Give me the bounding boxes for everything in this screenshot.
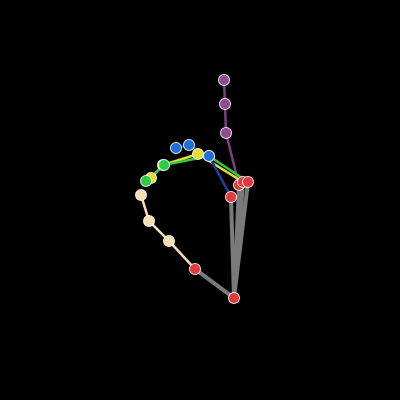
joint-middle-pip — [192, 148, 204, 160]
joint-ring-dip — [158, 159, 170, 171]
joint-index-pip — [220, 127, 232, 139]
joint-ring-mcp — [242, 176, 254, 188]
bone-index_mcp-to-index_pip — [224, 131, 241, 187]
bone-thumb_cmc-to-thumb_mcp — [167, 239, 197, 271]
joint-pinky-tip — [170, 142, 182, 154]
joint-index-dip — [219, 98, 231, 110]
joint-wrist — [228, 292, 240, 304]
bone-wrist-to-pinky_mcp — [229, 195, 236, 300]
bone-wrist-to-ring_mcp — [232, 180, 250, 300]
joint-thumb-tip — [135, 189, 147, 201]
joint-thumb-ip — [143, 215, 155, 227]
bone-pinky_mcp-to-pinky_pip — [207, 154, 233, 199]
joint-thumb-cmc — [189, 263, 201, 275]
bone-wrist-to-thumb_cmc — [193, 267, 236, 300]
joint-pinky-mcp — [225, 191, 237, 203]
joint-index-tip — [218, 74, 230, 86]
joint-pinky-pip — [203, 150, 215, 162]
joints-layer — [135, 74, 254, 304]
joint-pinky-dip — [183, 139, 195, 151]
joint-thumb-mcp — [163, 235, 175, 247]
joint-ring-tip — [140, 175, 152, 187]
